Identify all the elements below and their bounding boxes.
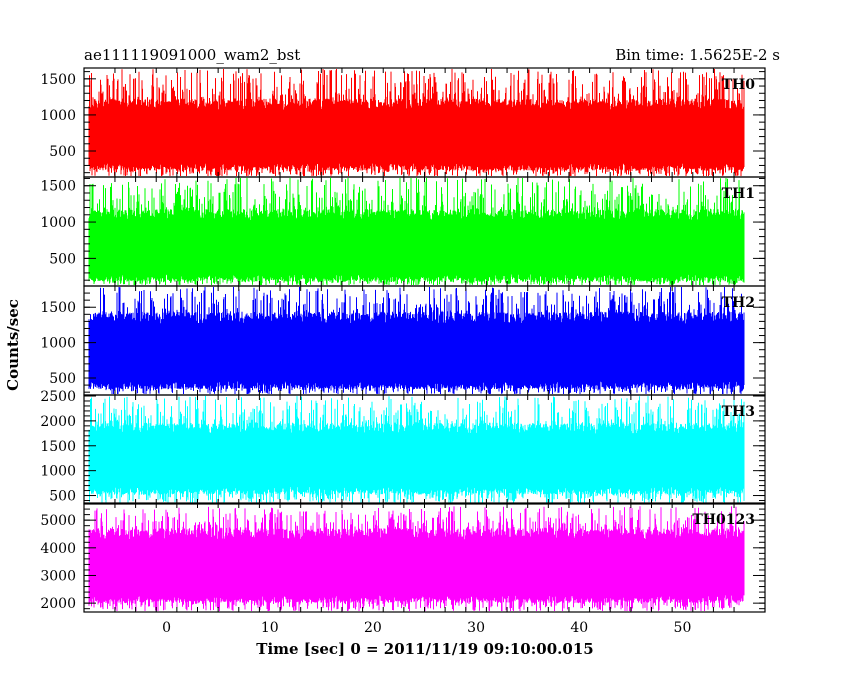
y-tick-label: 500 — [49, 144, 76, 160]
y-tick-label: 500 — [49, 251, 76, 267]
series-th2 — [88, 287, 745, 394]
panel-th0123 — [88, 506, 745, 611]
y-tick-label: 5000 — [40, 513, 76, 529]
y-tick-label: 1000 — [40, 108, 76, 124]
panel-label-th3: TH3 — [722, 404, 755, 420]
chart-title-left: ae111119091000_wam2_bst — [84, 46, 300, 64]
y-tick-label: 500 — [49, 371, 76, 387]
series-th1 — [88, 178, 745, 285]
y-tick-label: 4000 — [40, 541, 76, 557]
panel-th0 — [88, 69, 745, 176]
panel-th2 — [88, 287, 745, 394]
panel-label-th1: TH1 — [722, 186, 755, 202]
series-th0 — [88, 69, 745, 176]
y-tick-label: 3000 — [40, 568, 76, 584]
x-tick-label: 20 — [364, 620, 382, 636]
series-th3 — [88, 396, 745, 503]
y-tick-label: 500 — [49, 489, 76, 505]
panel-label-th0123: TH0123 — [692, 512, 755, 528]
x-tick-label: 10 — [261, 620, 279, 636]
y-tick-label: 2000 — [40, 414, 76, 430]
y-tick-label: 1500 — [40, 300, 76, 316]
chart-title-right: Bin time: 1.5625E-2 s — [615, 46, 780, 64]
y-tick-label: 1000 — [40, 464, 76, 480]
x-tick-label: 40 — [570, 620, 588, 636]
y-tick-label: 1500 — [40, 439, 76, 455]
y-tick-label: 1000 — [40, 336, 76, 352]
panel-label-th2: TH2 — [722, 295, 755, 311]
x-tick-label: 0 — [162, 620, 171, 636]
x-tick-label: 30 — [467, 620, 485, 636]
panel-th1 — [88, 178, 745, 285]
panels-group — [88, 69, 745, 611]
y-axis-label: Counts/sec — [4, 299, 22, 391]
x-tick-label: 50 — [674, 620, 692, 636]
panel-th3 — [88, 396, 745, 503]
series-th0123 — [88, 506, 745, 611]
panel-label-th0: TH0 — [722, 77, 756, 93]
y-tick-label: 2000 — [40, 596, 76, 612]
x-axis-label: Time [sec] 0 = 2011/11/19 09:10:00.015 — [256, 640, 593, 658]
y-tick-label: 1000 — [40, 215, 76, 231]
y-tick-label: 2500 — [40, 389, 76, 405]
y-tick-label: 1500 — [40, 179, 76, 195]
y-tick-label: 1500 — [40, 72, 76, 88]
